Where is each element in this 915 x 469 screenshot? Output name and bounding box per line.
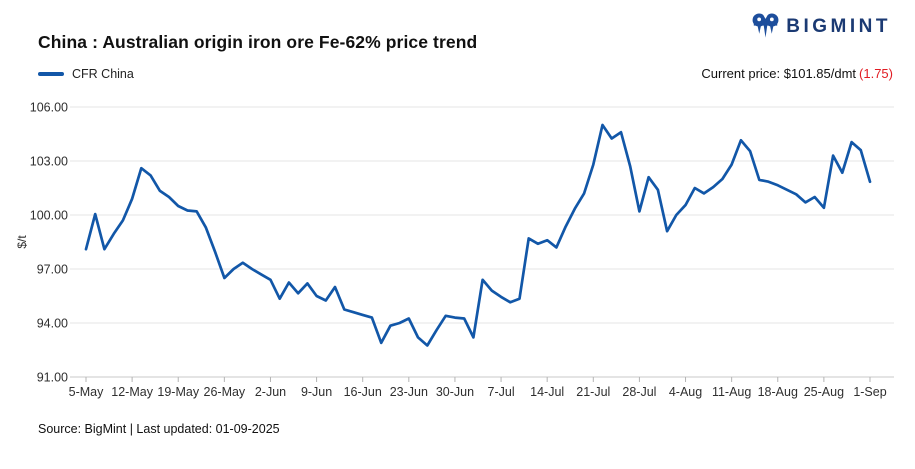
x-tick-label: 1-Sep: [853, 385, 886, 399]
x-tick-label: 30-Jun: [436, 385, 474, 399]
x-tick-label: 23-Jun: [390, 385, 428, 399]
source-note: Source: BigMint | Last updated: 01-09-20…: [38, 422, 280, 436]
price-trend-chart: 106.00 103.00 100.00 97.00 94.00 91.005-May 12…: [15, 101, 894, 399]
x-tick-label: 12-May: [111, 385, 153, 399]
x-tick-label: 25-Aug: [804, 385, 844, 399]
legend-line-swatch: [38, 72, 64, 76]
legend-cfr-china: CFR China: [38, 67, 134, 81]
y-tick-label: 106.00: [30, 101, 68, 115]
y-tick-label: 91.00: [37, 371, 68, 385]
y-tick-label: 94.00: [37, 317, 68, 331]
x-tick-label: 18-Aug: [758, 385, 798, 399]
price-line-cfr-china: [84, 123, 872, 347]
x-tick-label: 9-Jun: [301, 385, 332, 399]
current-price-label: Current price:: [701, 66, 781, 81]
x-tick-label: 19-May: [157, 385, 199, 399]
bigmint-logo-icon: [752, 13, 779, 38]
x-tick-label: 11-Aug: [712, 385, 751, 399]
legend-label: CFR China: [72, 67, 134, 81]
current-price: Current price: $101.85/dmt (1.75): [701, 66, 893, 81]
brand-name: BIGMINT: [786, 15, 891, 37]
x-tick-label: 14-Jul: [530, 385, 564, 399]
x-tick-label: 16-Jun: [344, 385, 382, 399]
y-axis-title: $/t: [15, 235, 29, 249]
x-tick-label: 21-Jul: [576, 385, 610, 399]
x-tick-label: 4-Aug: [669, 385, 702, 399]
x-tick-label: 28-Jul: [622, 385, 656, 399]
current-price-value: $101.85/dmt: [783, 66, 857, 81]
current-price-change: (1.75): [859, 66, 893, 81]
brand-logo: BIGMINT: [752, 12, 891, 41]
x-tick-label: 5-May: [69, 385, 104, 399]
page-title: China : Australian origin iron ore Fe-62…: [38, 32, 478, 52]
x-tick-label: 7-Jul: [488, 385, 515, 399]
x-tick-label: 2-Jun: [255, 385, 286, 399]
x-tick-label: 26-May: [204, 385, 246, 399]
y-tick-label: 100.00: [30, 209, 68, 223]
y-tick-label: 97.00: [37, 263, 68, 277]
y-tick-label: 103.00: [30, 155, 68, 169]
